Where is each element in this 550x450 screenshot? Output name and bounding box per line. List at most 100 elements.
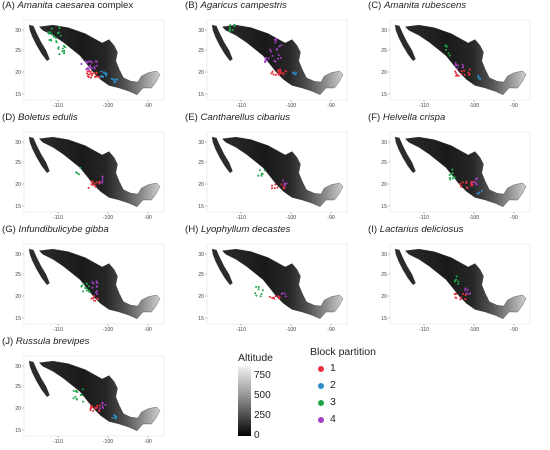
block-partition-legend: Block partition 1 2 3 4 [310, 346, 376, 429]
x-tick-label: -90 [144, 103, 152, 109]
occurrence-point [285, 182, 288, 185]
occurrence-point [271, 70, 274, 73]
mexico-map: -110 -100 -90 30 25 20 15 [381, 131, 531, 221]
occurrence-point [272, 73, 275, 76]
x-tick-label: -90 [510, 327, 518, 333]
y-tick-label: 30 [15, 140, 21, 146]
altitude-tick-label: 500 [254, 390, 271, 401]
occurrence-point [448, 176, 452, 179]
occurrence-point [283, 186, 286, 189]
occurrence-point [463, 73, 466, 76]
occurrence-point [466, 292, 469, 295]
occurrence-point [454, 72, 457, 75]
occurrence-point [228, 29, 231, 32]
occurrence-point [460, 184, 463, 187]
occurrence-point [85, 289, 88, 292]
map-land [211, 23, 344, 96]
occurrence-point [284, 295, 287, 298]
occurrence-point [96, 298, 99, 301]
occurrence-point [475, 178, 478, 181]
occurrence-point [94, 406, 97, 409]
altitude-tick-label: 0 [254, 430, 260, 441]
baja-peninsula-shape [394, 248, 416, 286]
panel-title: (F) Helvella crispa [368, 112, 445, 123]
panel-title: (A) Amanita caesarea complex [2, 0, 133, 11]
occurrence-point [279, 56, 282, 60]
occurrence-point [74, 390, 77, 393]
altitude-gradient-bar [238, 366, 251, 436]
block-color-dot [318, 366, 324, 372]
x-tick-label: -110 [53, 103, 63, 109]
occurrence-point [48, 39, 51, 42]
block-label: 4 [330, 413, 336, 425]
occurrence-point [261, 289, 264, 292]
y-tick-label: 20 [198, 182, 204, 188]
occurrence-point [93, 299, 96, 302]
panel-letter: (I) [368, 224, 378, 235]
mainland-shape [38, 248, 161, 320]
occurrence-point [91, 286, 94, 289]
occurrence-point [56, 32, 59, 35]
occurrence-point [283, 184, 286, 187]
occurrence-point [448, 54, 451, 57]
occurrence-point [276, 186, 279, 189]
mexico-map: -110 -100 -90 30 25 20 15 [15, 19, 165, 109]
altitude-tick-label: 750 [254, 370, 271, 381]
occurrence-point [457, 282, 460, 285]
occurrence-point [76, 172, 79, 175]
x-tick-label: -110 [419, 215, 429, 221]
mainland-shape [404, 136, 527, 208]
occurrence-point [274, 73, 277, 76]
occurrence-point [101, 175, 104, 178]
map-panel: (J) Russula brevipes -110 -100 -90 30 25 20 15 [0, 336, 175, 445]
occurrence-point [87, 60, 90, 63]
x-tick-label: -90 [510, 215, 518, 221]
mexico-map: -110 -100 -90 30 25 20 15 [198, 19, 348, 109]
occurrence-point [259, 295, 262, 298]
baja-peninsula-shape [28, 360, 50, 398]
map-land [211, 248, 344, 320]
y-tick-label: 15 [15, 204, 21, 210]
occurrence-point [102, 71, 105, 74]
baja-peninsula-shape [394, 136, 416, 174]
map-panel: (D) Boletus edulis -110 -100 -90 30 25 20 15 [0, 112, 175, 221]
x-tick-label: -90 [327, 103, 335, 109]
species-name: Helvella crispa [382, 112, 446, 123]
occurrence-point [62, 44, 65, 47]
occurrence-point [451, 168, 454, 171]
occurrence-point [260, 174, 263, 177]
occurrence-point [457, 74, 460, 77]
y-tick-label: 20 [15, 406, 21, 412]
x-tick-label: -90 [144, 439, 152, 445]
occurrence-point [86, 67, 89, 70]
y-tick-label: 30 [381, 252, 387, 258]
occurrence-point [477, 75, 480, 78]
occurrence-point [85, 282, 88, 285]
occurrence-point [450, 173, 453, 176]
occurrence-point [114, 80, 117, 83]
occurrence-point [93, 295, 96, 298]
y-tick-label: 15 [15, 316, 21, 322]
occurrence-point [283, 292, 286, 295]
occurrence-point [278, 296, 281, 299]
occurrence-point [461, 63, 464, 66]
occurrence-point [52, 34, 55, 37]
occurrence-point [271, 54, 274, 57]
block-color-dot [318, 383, 324, 389]
map-land [28, 360, 161, 432]
occurrence-point [50, 39, 53, 42]
occurrence-point [454, 61, 457, 64]
occurrence-point [449, 178, 452, 181]
occurrence-point [92, 282, 95, 285]
occurrence-point [273, 297, 276, 300]
occurrence-point [255, 285, 258, 288]
species-name: Lactarius deliciosus [379, 224, 464, 235]
occurrence-point [55, 40, 58, 43]
x-tick-label: -100 [103, 103, 113, 109]
panel-title: (E) Cantharellus cibarius [185, 112, 290, 123]
occurrence-point [96, 404, 99, 407]
occurrence-point [84, 287, 87, 290]
occurrence-point [279, 69, 282, 73]
y-tick-label: 15 [15, 92, 21, 98]
mainland-shape [404, 24, 527, 96]
